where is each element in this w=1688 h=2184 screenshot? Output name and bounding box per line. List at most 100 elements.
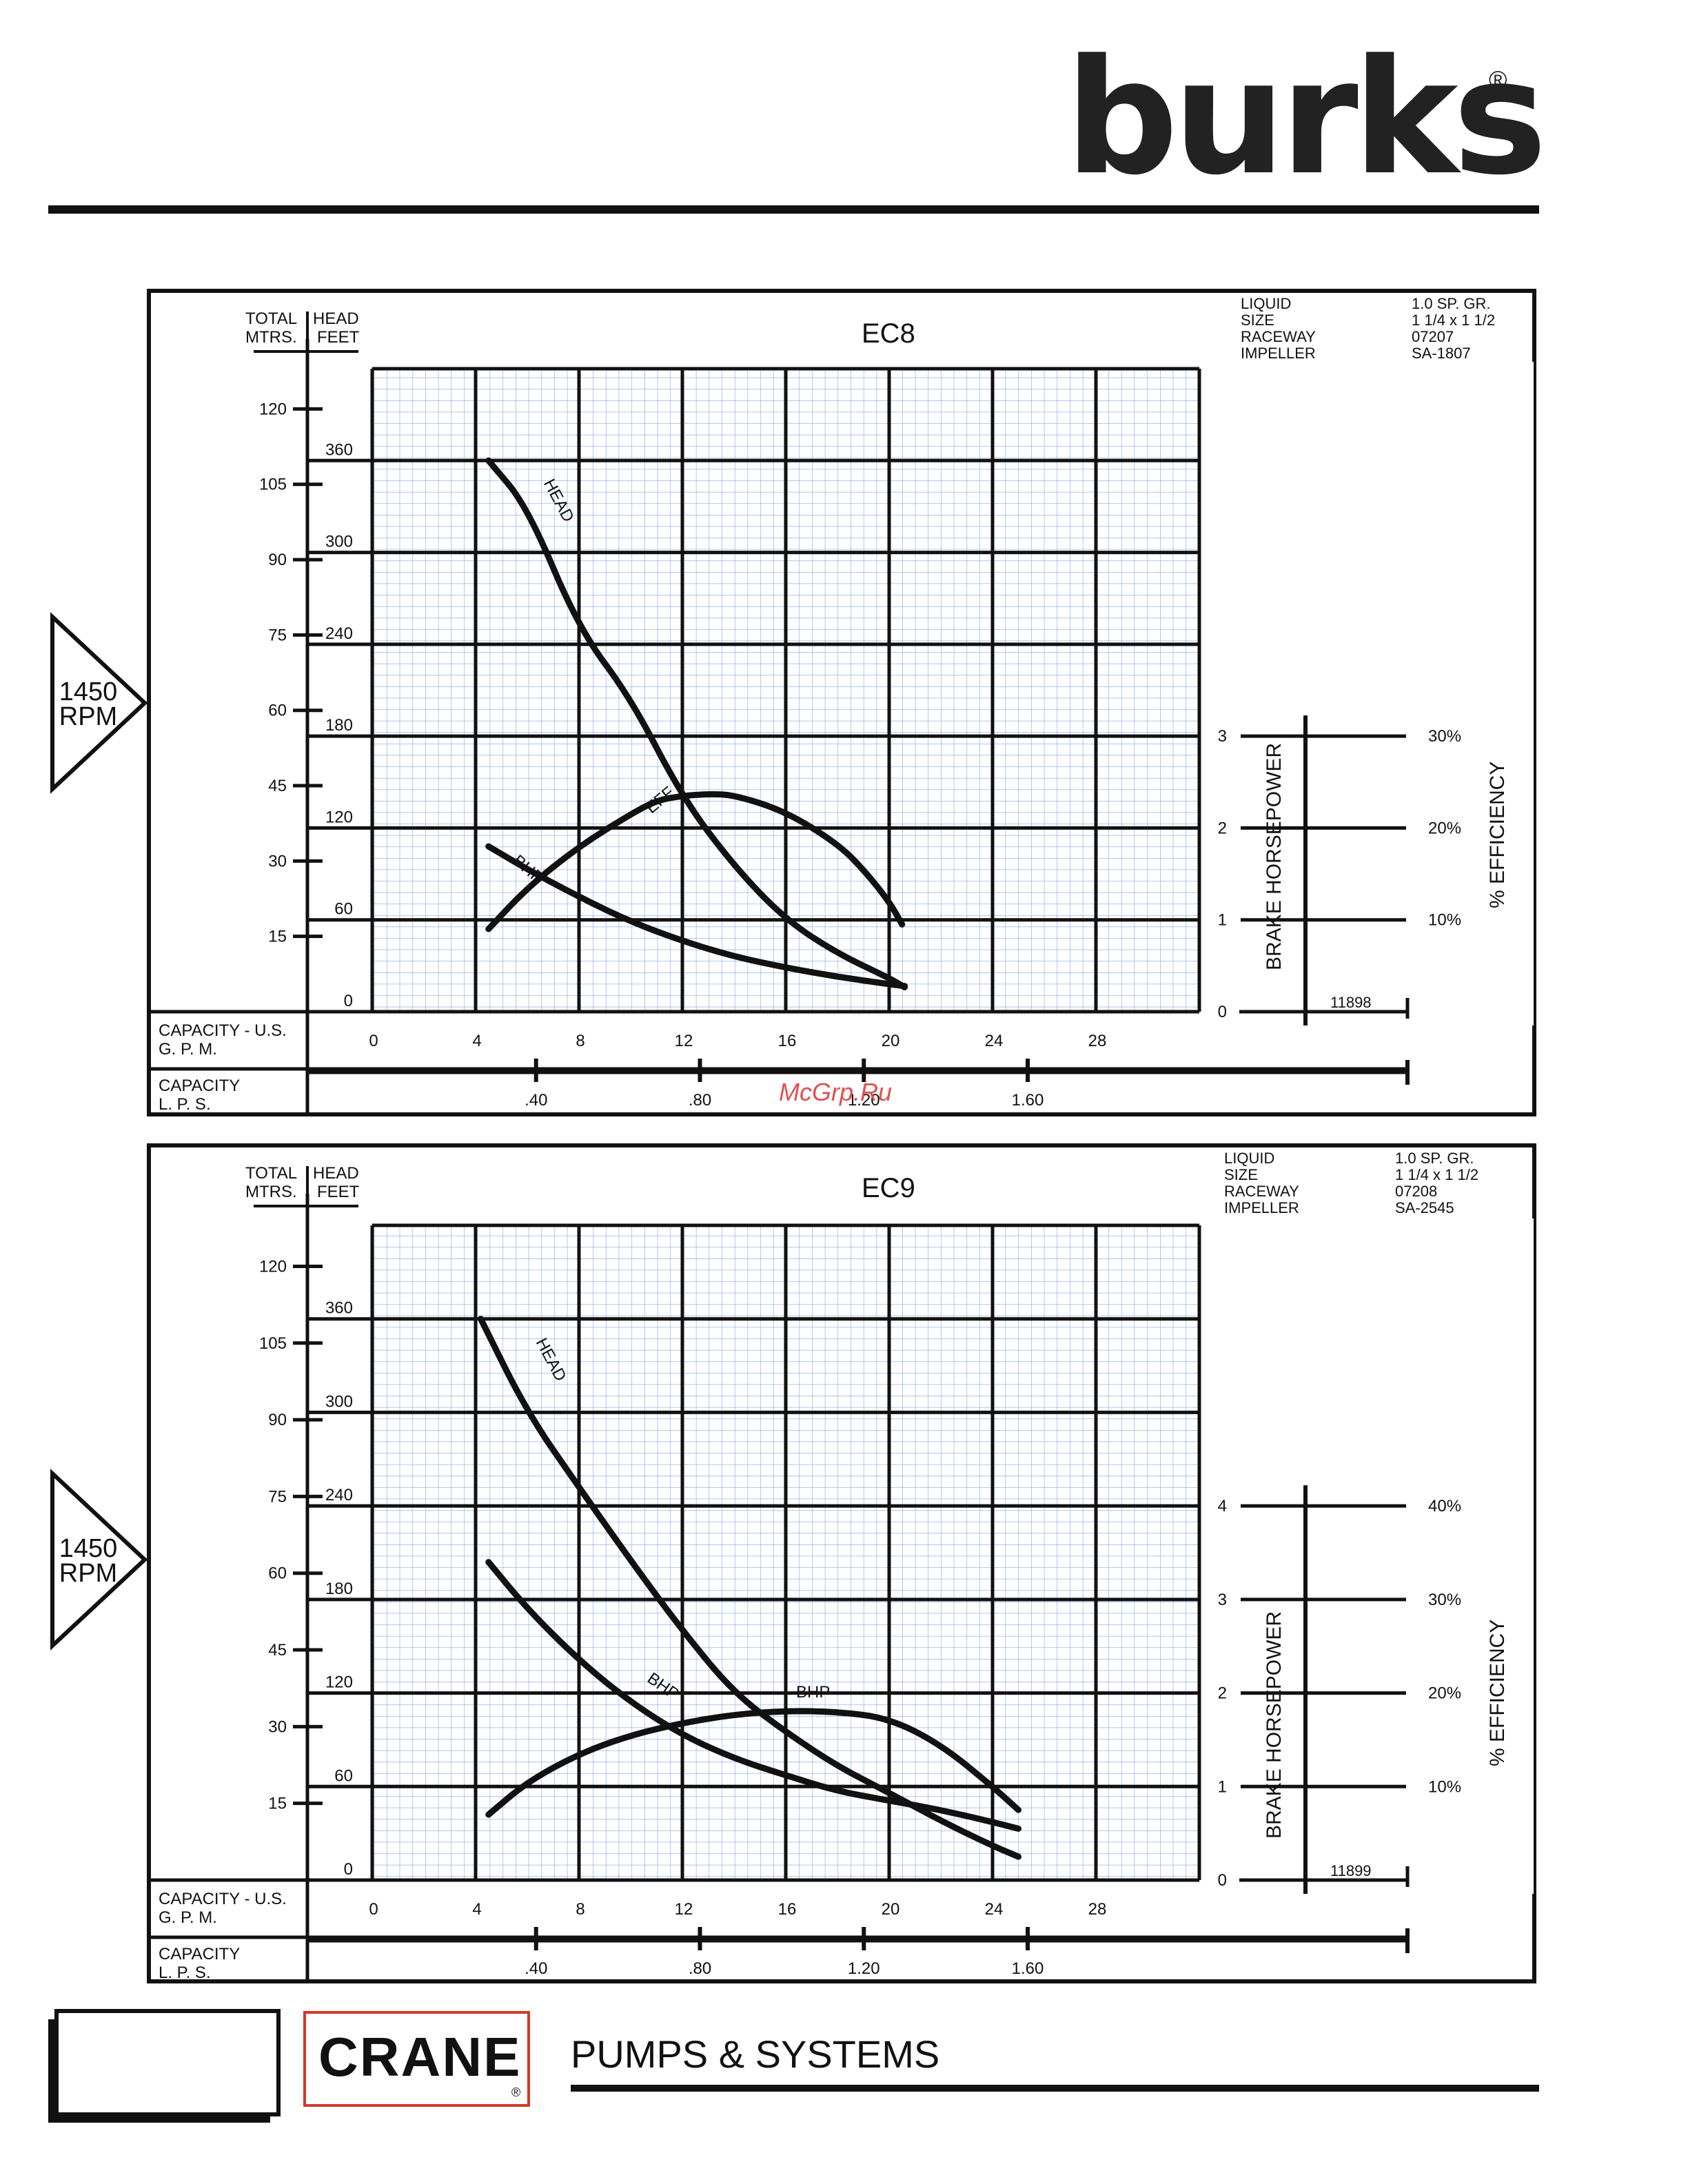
eff-tick-label: 10% bbox=[1428, 911, 1461, 930]
gpm-tick-label: 0 bbox=[369, 1032, 378, 1050]
bhp-tick-label: 1 bbox=[1218, 911, 1227, 930]
chart-title: EC9 bbox=[862, 1173, 915, 1203]
capacity-gpm-label: CAPACITY - U.S. bbox=[159, 1021, 287, 1040]
chart-frame bbox=[147, 1143, 1536, 1983]
lps-tick-label: .80 bbox=[689, 1959, 711, 1978]
spec-value: 1 1/4 x 1 1/2 bbox=[1395, 1166, 1478, 1183]
head-label: HEAD bbox=[313, 1164, 359, 1183]
curve-bhp-brake-horsepower bbox=[485, 843, 908, 990]
spec-label: LIQUID bbox=[1241, 295, 1291, 312]
bhp-axis-label: BRAKE HORSEPOWER bbox=[1263, 1611, 1285, 1839]
mtrs-tick-label: 90 bbox=[268, 551, 287, 569]
spec-label: SIZE bbox=[1241, 312, 1274, 329]
gpm-tick-label: 20 bbox=[882, 1032, 900, 1050]
gpm-tick-label: 24 bbox=[985, 1900, 1004, 1919]
feet-tick-label: 120 bbox=[325, 808, 353, 826]
spec-label: RACEWAY bbox=[1241, 328, 1316, 345]
eff-tick-label: 30% bbox=[1428, 727, 1461, 746]
efficiency-axis-label: % EFFICIENCY bbox=[1486, 1620, 1509, 1766]
feet-tick-label: 60 bbox=[334, 1766, 353, 1785]
chart-number: 11898 bbox=[1330, 994, 1372, 1011]
logo-registered-mark: ® bbox=[1489, 65, 1507, 94]
chart-frame bbox=[147, 289, 1536, 1116]
eff-tick-label: 10% bbox=[1428, 1777, 1461, 1796]
head-label: HEAD bbox=[313, 309, 359, 328]
curve-bhp-efficiency-percent bbox=[485, 1708, 1021, 1818]
feet-tick-label: 180 bbox=[325, 716, 353, 735]
curve-label-eff: BHP bbox=[796, 1683, 830, 1702]
curve-bhp-brake-horsepower bbox=[485, 1559, 1021, 1832]
spec-value: 07208 bbox=[1395, 1183, 1437, 1200]
feet-tick-label: 360 bbox=[325, 440, 353, 459]
gpm-tick-label: 4 bbox=[472, 1900, 481, 1919]
mtrs-label: MTRS. bbox=[245, 328, 297, 347]
feet-tick-label: 0 bbox=[344, 1860, 353, 1879]
feet-tick-label: 300 bbox=[325, 533, 353, 551]
burks-logo: burks ® bbox=[1065, 26, 1547, 210]
gpm-tick-label: 20 bbox=[882, 1900, 900, 1919]
rpm-unit: RPM bbox=[59, 1559, 117, 1588]
bhp-axis-label: BRAKE HORSEPOWER bbox=[1263, 743, 1285, 970]
mtrs-tick-label: 105 bbox=[259, 1334, 287, 1353]
mtrs-tick-label: 30 bbox=[268, 1717, 287, 1736]
bhp-tick-label: 3 bbox=[1218, 727, 1227, 746]
efficiency-axis-label: % EFFICIENCY bbox=[1486, 762, 1509, 908]
mtrs-label: MTRS. bbox=[245, 1183, 297, 1201]
bhp-tick-label: 0 bbox=[1218, 1003, 1227, 1021]
capacity-gpm-label-2: G. P. M. bbox=[159, 1908, 217, 1927]
chart-title: EC8 bbox=[862, 318, 915, 349]
bhp-tick-label: 3 bbox=[1218, 1591, 1227, 1609]
bhp-tick-label: 0 bbox=[1218, 1871, 1227, 1890]
lps-tick-label: 1.60 bbox=[1012, 1959, 1044, 1978]
crane-logo: CRANE bbox=[318, 2026, 521, 2088]
feet-tick-label: 240 bbox=[325, 624, 353, 643]
feet-tick-label: 120 bbox=[325, 1673, 353, 1692]
spec-value: SA-1807 bbox=[1412, 345, 1471, 362]
curve-eff-efficiency-percent bbox=[485, 791, 906, 932]
total-label: TOTAL bbox=[245, 309, 297, 328]
header-rule bbox=[48, 205, 1539, 214]
bhp-tick-label: 2 bbox=[1218, 819, 1227, 837]
footer-tagline: PUMPS & SYSTEMS bbox=[571, 2032, 939, 2076]
capacity-lps-label-2: L. P. S. bbox=[159, 1963, 211, 1982]
mtrs-tick-label: 15 bbox=[268, 1795, 287, 1813]
gpm-tick-label: 4 bbox=[472, 1032, 481, 1050]
gpm-tick-label: 12 bbox=[675, 1032, 693, 1050]
footer-black-box bbox=[54, 2009, 281, 2116]
spec-value: 1 1/4 x 1 1/2 bbox=[1412, 312, 1495, 329]
bhp-tick-label: 2 bbox=[1218, 1684, 1227, 1703]
bhp-tick-label: 1 bbox=[1218, 1777, 1227, 1796]
crane-registered-mark: ® bbox=[511, 2085, 520, 2099]
feet-label: FEET bbox=[317, 1183, 360, 1201]
mtrs-tick-label: 120 bbox=[259, 1257, 287, 1276]
capacity-lps-label-2: L. P. S. bbox=[159, 1095, 211, 1114]
rpm-value: 1450 bbox=[59, 1534, 118, 1563]
curve-head-feet bbox=[485, 457, 908, 990]
mtrs-tick-label: 105 bbox=[259, 476, 287, 494]
footer: CRANE ® PUMPS & SYSTEMS bbox=[48, 2009, 1539, 2123]
lps-tick-label: 1.20 bbox=[848, 1959, 880, 1978]
logo-text: burks bbox=[1065, 26, 1542, 210]
bhp-tick-label: 4 bbox=[1218, 1497, 1227, 1515]
total-label: TOTAL bbox=[245, 1164, 297, 1183]
feet-tick-label: 300 bbox=[325, 1392, 353, 1411]
eff-tick-label: 30% bbox=[1428, 1591, 1461, 1609]
mtrs-tick-label: 60 bbox=[268, 1564, 287, 1583]
eff-tick-label: 20% bbox=[1428, 819, 1461, 837]
right-panel-background bbox=[1203, 362, 1534, 1025]
feet-tick-label: 360 bbox=[325, 1299, 353, 1318]
gpm-tick-label: 16 bbox=[778, 1900, 797, 1919]
capacity-gpm-label: CAPACITY - U.S. bbox=[159, 1890, 287, 1908]
rpm-arrow-badge bbox=[50, 612, 148, 794]
rpm-unit: RPM bbox=[59, 702, 117, 731]
gpm-tick-label: 0 bbox=[369, 1900, 378, 1919]
gpm-tick-label: 8 bbox=[576, 1900, 584, 1919]
mtrs-tick-label: 90 bbox=[268, 1411, 287, 1429]
gpm-tick-label: 28 bbox=[1088, 1032, 1107, 1050]
crane-logo-frame bbox=[303, 2011, 530, 2107]
gpm-tick-label: 16 bbox=[778, 1032, 797, 1050]
gpm-tick-label: 12 bbox=[675, 1900, 693, 1919]
eff-tick-label: 20% bbox=[1428, 1684, 1461, 1703]
